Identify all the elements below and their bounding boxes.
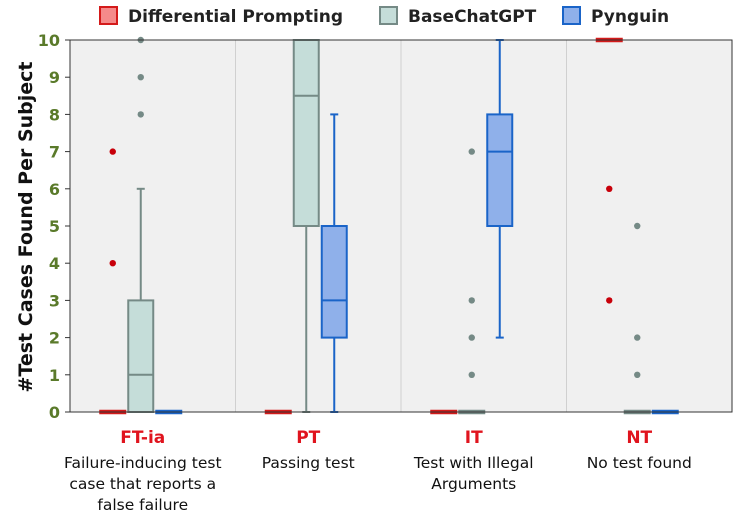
category-description-line: Passing test	[262, 454, 355, 472]
legend: Differential Prompting BaseChatGPT Pynguin	[99, 6, 669, 27]
y-tick-label: 9	[49, 68, 60, 87]
outlier-point	[109, 260, 116, 267]
y-tick-label: 4	[49, 254, 60, 273]
y-tick-label: 7	[49, 143, 60, 162]
legend-label: Pynguin	[591, 7, 669, 27]
box-iqr	[320, 225, 348, 339]
y-tick-label: 3	[49, 291, 60, 310]
category-code-label: NT	[626, 428, 652, 448]
y-tick-label: 5	[49, 217, 60, 236]
box-basechatgpt	[127, 36, 155, 413]
category-description-line: Arguments	[431, 475, 516, 493]
y-axis-label: #Test Cases Found Per Subject	[15, 61, 37, 392]
outlier-point	[634, 334, 641, 341]
legend-label: BaseChatGPT	[408, 7, 537, 27]
legend-swatch	[379, 6, 398, 25]
x-axis: FT-ia Failure-inducing test case that repo…	[64, 428, 692, 514]
category-description-line: No test found	[587, 454, 692, 472]
y-tick-label: 6	[49, 180, 60, 199]
outlier-point	[634, 371, 641, 378]
y-tick-label: 0	[49, 403, 60, 422]
box-iqr	[127, 299, 155, 413]
y-tick-label: 1	[49, 366, 60, 385]
category-description-line: case that reports a	[69, 475, 216, 493]
outlier-point	[137, 74, 144, 81]
outlier-point	[606, 185, 613, 192]
outlier-point	[606, 297, 613, 304]
legend-item: BaseChatGPT	[379, 6, 537, 27]
outlier-point	[468, 297, 475, 304]
legend-item: Differential Prompting	[99, 6, 343, 27]
category-description-line: Test with Illegal	[413, 454, 534, 472]
legend-item: Pynguin	[562, 6, 669, 27]
outlier-point	[137, 111, 144, 118]
plot-area	[69, 36, 733, 415]
legend-swatch	[562, 6, 581, 25]
y-tick-label: 2	[49, 329, 60, 348]
box-pynguin	[320, 113, 348, 413]
outlier-point	[468, 148, 475, 155]
category-code-label: IT	[465, 428, 483, 448]
outlier-point	[109, 148, 116, 155]
legend-swatch	[99, 6, 118, 25]
outlier-point	[468, 371, 475, 378]
outlier-point	[634, 222, 641, 230]
category-description-line: false failure	[97, 496, 188, 514]
category-description-line: Failure-inducing test	[64, 454, 222, 472]
y-axis: 0 1 2 3 4 5 6 7 8 9 10	[38, 31, 70, 422]
box-iqr	[292, 39, 320, 227]
legend-label: Differential Prompting	[128, 7, 343, 27]
y-tick-label: 8	[49, 105, 60, 124]
category-code-label: PT	[296, 428, 320, 448]
outlier-point	[468, 334, 475, 341]
box-iqr	[486, 113, 514, 227]
box-pynguin	[486, 39, 514, 339]
box-basechatgpt	[292, 39, 320, 413]
y-tick-label: 10	[38, 31, 60, 50]
category-code-label: FT-ia	[120, 428, 165, 448]
